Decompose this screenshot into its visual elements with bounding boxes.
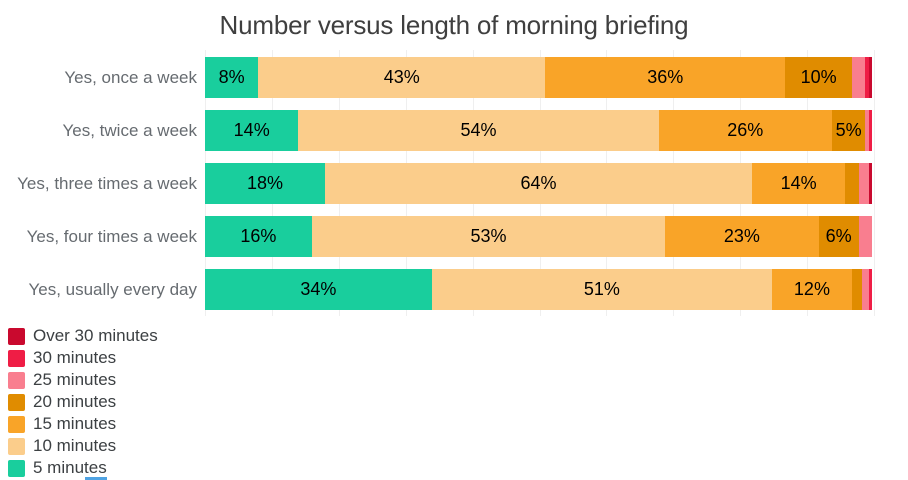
cutoff-blue-element	[85, 477, 107, 480]
legend-label: 20 minutes	[33, 392, 117, 411]
segment-label: 53%	[470, 226, 507, 246]
segment-label: 6%	[825, 226, 852, 246]
bar-segment[interactable]	[858, 216, 872, 257]
legend-label: 15 minutes	[33, 414, 117, 433]
stacked-bar: 16% 53% 23% 6%	[205, 216, 872, 257]
legend-label: 10 minutes	[33, 436, 117, 455]
bar-segment[interactable]: 14%	[205, 110, 299, 151]
segment-label: 12%	[793, 279, 830, 299]
bar-segment[interactable]	[868, 57, 872, 98]
segment-label: 26%	[727, 120, 764, 140]
legend-item: 15 minutes	[8, 413, 158, 435]
segment-label: 51%	[583, 279, 620, 299]
bar-segment[interactable]: 16%	[205, 216, 312, 257]
segment-label: 14%	[780, 173, 817, 193]
legend-label: 5 minutes	[33, 458, 107, 477]
legend-item: 20 minutes	[8, 391, 158, 413]
legend-item: Over 30 minutes	[8, 325, 158, 347]
chart-title: Number versus length of morning briefing	[219, 10, 689, 40]
bar-segment[interactable]: 23%	[665, 216, 819, 257]
category-label: Yes, three times a week	[17, 173, 197, 193]
category-label: Yes, once a week	[64, 67, 197, 87]
bar-segment[interactable]	[865, 57, 869, 98]
bar-segment[interactable]: 54%	[298, 110, 659, 151]
legend-swatch	[8, 327, 25, 345]
segment-label: 36%	[647, 67, 684, 87]
bar-segment[interactable]: 64%	[325, 163, 752, 204]
bar-segment[interactable]: 53%	[311, 216, 666, 257]
bar-row: Yes, usually every day 34% 51% 12%	[0, 269, 908, 310]
bar-segment[interactable]	[861, 269, 869, 310]
bar-segment[interactable]: 26%	[658, 110, 832, 151]
bar-segment[interactable]	[858, 163, 869, 204]
legend-swatch	[8, 393, 25, 411]
stacked-bar: 34% 51% 12%	[205, 269, 872, 310]
legend-item: 30 minutes	[8, 347, 158, 369]
plot-area: Yes, once a week 8% 43% 36% 10% Yes, twice a …	[0, 50, 908, 322]
bar-segment[interactable]: 12%	[771, 269, 852, 310]
legend-swatch	[8, 459, 25, 477]
bar-row: Yes, three times a week 18% 64% 14%	[0, 163, 908, 204]
bar-row: Yes, four times a week 16% 53% 23% 6%	[0, 216, 908, 257]
segment-label: 8%	[218, 67, 245, 87]
bar-segment[interactable]: 34%	[205, 269, 432, 310]
segment-label: 18%	[247, 173, 284, 193]
legend-swatch	[8, 437, 25, 455]
category-label: Yes, usually every day	[28, 279, 197, 299]
legend-item: 5 minutes	[8, 457, 158, 479]
category-label: Yes, four times a week	[26, 226, 197, 246]
segment-label: 34%	[300, 279, 337, 299]
legend-swatch	[8, 371, 25, 389]
legend-label: Over 30 minutes	[33, 326, 158, 345]
legend-swatch	[8, 349, 25, 367]
segment-label: 5%	[835, 120, 862, 140]
bar-segment[interactable]	[851, 269, 862, 310]
bar-segment[interactable]: 6%	[818, 216, 859, 257]
stacked-bar: 8% 43% 36% 10%	[205, 57, 872, 98]
bar-segment[interactable]	[845, 163, 859, 204]
bar-segment[interactable]: 10%	[785, 57, 852, 98]
bar-segment[interactable]	[868, 163, 872, 204]
segment-label: 23%	[723, 226, 760, 246]
legend-label: 25 minutes	[33, 370, 117, 389]
segment-label: 16%	[240, 226, 277, 246]
bar-segment[interactable]: 43%	[258, 57, 546, 98]
segment-label: 54%	[460, 120, 497, 140]
legend: Over 30 minutes 30 minutes 25 minutes 20 mi…	[8, 325, 158, 479]
category-label: Yes, twice a week	[62, 120, 198, 140]
segment-label: 10%	[800, 67, 837, 87]
bar-segment[interactable]: 5%	[831, 110, 866, 151]
gridline	[874, 50, 875, 316]
bar-segment[interactable]	[868, 110, 872, 151]
bar-segment[interactable]	[865, 110, 869, 151]
legend-item: 25 minutes	[8, 369, 158, 391]
segment-label: 43%	[383, 67, 420, 87]
bar-segment[interactable]	[868, 269, 872, 310]
stacked-bar: 18% 64% 14%	[205, 163, 872, 204]
bar-row: Yes, twice a week 14% 54% 26% 5%	[0, 110, 908, 151]
bar-rows: Yes, once a week 8% 43% 36% 10% Yes, twice a …	[0, 57, 908, 322]
bar-segment[interactable]: 51%	[431, 269, 772, 310]
bar-segment[interactable]: 36%	[545, 57, 786, 98]
legend-label: 30 minutes	[33, 348, 117, 367]
legend-swatch	[8, 415, 25, 433]
bar-segment[interactable]	[851, 57, 866, 98]
legend-item: 10 minutes	[8, 435, 158, 457]
stacked-bar: 14% 54% 26% 5%	[205, 110, 872, 151]
bar-segment[interactable]: 18%	[205, 163, 326, 204]
segment-label: 14%	[233, 120, 270, 140]
bar-segment[interactable]: 14%	[751, 163, 846, 204]
bar-segment[interactable]: 8%	[205, 57, 259, 98]
segment-label: 64%	[520, 173, 557, 193]
bar-row: Yes, once a week 8% 43% 36% 10%	[0, 57, 908, 98]
